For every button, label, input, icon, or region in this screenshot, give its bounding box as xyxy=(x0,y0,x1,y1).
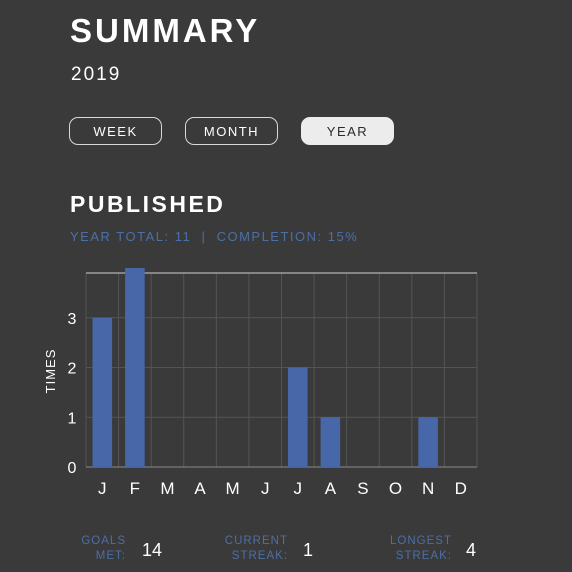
x-tick-label: O xyxy=(389,479,402,498)
longest-streak-label: LONGEST STREAK: xyxy=(370,534,452,564)
longest-streak-label-line2: STREAK: xyxy=(395,550,452,562)
published-bar-chart: 0 1 2 3 J F M A M J J A S O N D TIMES xyxy=(43,268,478,498)
bar-1 xyxy=(125,268,145,467)
week-tab[interactable]: WEEK xyxy=(69,117,162,145)
bar-6 xyxy=(288,367,308,467)
longest-streak-value: 4 xyxy=(466,540,477,560)
y-tick-label: 1 xyxy=(68,410,77,427)
bar-10 xyxy=(418,417,438,467)
goals-met-label-line2: MET: xyxy=(95,550,126,562)
completion-label: COMPLETION: xyxy=(216,229,323,244)
x-tick-label: A xyxy=(194,479,206,498)
bar-0 xyxy=(92,317,113,467)
y-tick-label: 0 xyxy=(68,460,77,477)
longest-streak-label-line1: LONGEST xyxy=(390,535,452,547)
bar-7 xyxy=(320,417,341,467)
y-tick-label: 3 xyxy=(68,311,77,328)
month-tab[interactable]: MONTH xyxy=(185,117,278,145)
x-tick-label: A xyxy=(325,479,337,498)
current-streak-label-line1: CURRENT xyxy=(224,535,288,547)
x-tick-label: N xyxy=(422,479,434,498)
year-total-label: YEAR TOTAL: xyxy=(70,229,170,244)
x-tick-label: J xyxy=(98,479,107,498)
completion-value: 15% xyxy=(327,229,359,244)
page-title: SUMMARY xyxy=(70,12,261,49)
current-streak-value: 1 xyxy=(303,540,314,560)
section-title: PUBLISHED xyxy=(70,191,226,217)
y-tick-label: 2 xyxy=(68,361,77,378)
current-streak-label: CURRENT STREAK: xyxy=(210,534,288,564)
x-tick-label: F xyxy=(130,479,140,498)
x-tick-label: J xyxy=(261,479,270,498)
goals-met-label-line1: GOALS xyxy=(81,535,126,547)
goals-met-label: GOALS MET: xyxy=(60,534,126,564)
year-total-value: 11 xyxy=(174,229,192,244)
x-tick-label: M xyxy=(226,479,240,498)
goals-met-value: 14 xyxy=(142,540,163,560)
stats-line: YEAR TOTAL: 11 | COMPLETION: 15% xyxy=(70,229,358,244)
x-tick-label: D xyxy=(455,479,467,498)
stats-separator: | xyxy=(201,229,207,244)
x-tick-label: J xyxy=(294,479,303,498)
current-streak-label-line2: STREAK: xyxy=(231,550,288,562)
x-tick-label: S xyxy=(357,479,368,498)
year-tab[interactable]: YEAR xyxy=(301,117,394,145)
y-axis-label: TIMES xyxy=(43,349,58,394)
x-tick-label: M xyxy=(160,479,174,498)
year-label: 2019 xyxy=(71,64,122,85)
